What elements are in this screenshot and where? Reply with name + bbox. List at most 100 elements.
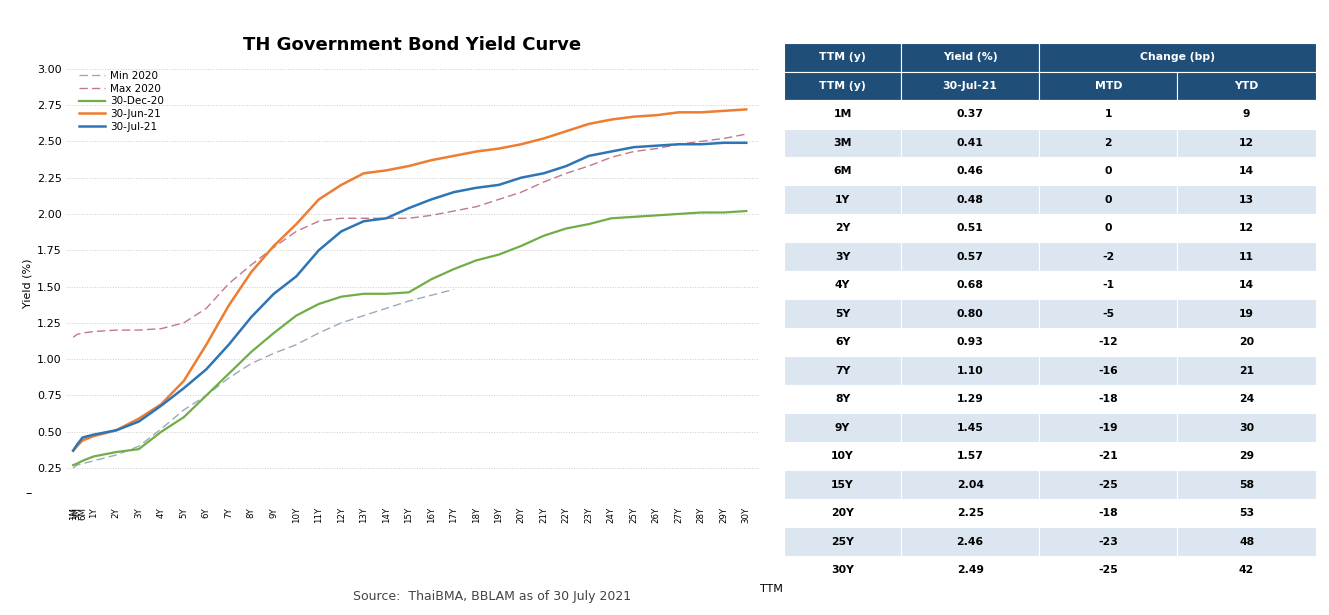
Bar [1039,356,1177,385]
Bar [1039,556,1177,584]
Text: 20: 20 [1239,337,1255,347]
Bar [1039,385,1177,413]
Text: 1.10: 1.10 [957,366,983,376]
Bar [901,470,1039,499]
Bar [1039,271,1177,300]
Text: 30-Jul-21: 30-Jul-21 [942,81,998,91]
Bar [784,186,901,214]
Bar [901,413,1039,442]
Bar [784,470,901,499]
Text: 1M: 1M [833,109,852,119]
Bar [1177,271,1316,300]
Bar [784,328,901,356]
Bar [1039,129,1177,157]
Bar [901,214,1039,242]
Bar [784,43,901,71]
Bar [1039,214,1177,242]
Bar [784,499,901,527]
Text: -25: -25 [1099,565,1118,575]
Text: 11: 11 [1239,252,1255,261]
Text: 0.48: 0.48 [957,195,983,205]
Text: 0.37: 0.37 [957,109,983,119]
Text: 0.80: 0.80 [957,309,983,319]
Bar [1177,442,1316,470]
Bar [1039,527,1177,556]
Text: 12: 12 [1239,223,1255,233]
Text: 1: 1 [1104,109,1112,119]
Bar [901,100,1039,129]
Bar [901,356,1039,385]
Bar [901,129,1039,157]
Text: 30Y: 30Y [831,565,855,575]
Text: 7Y: 7Y [835,366,851,376]
Text: TTM (y): TTM (y) [819,81,867,91]
Bar [1177,499,1316,527]
Text: -19: -19 [1099,423,1118,432]
Text: 0: 0 [1104,195,1112,205]
Text: 1Y: 1Y [835,195,851,205]
Bar [901,300,1039,328]
Bar [1177,328,1316,356]
Text: MTD: MTD [1095,81,1122,91]
Text: 0: 0 [1104,223,1112,233]
Text: 10Y: 10Y [831,451,855,461]
Text: 13: 13 [1239,195,1255,205]
Text: 25Y: 25Y [831,536,855,547]
Text: 3M: 3M [833,138,852,148]
Bar [1039,71,1177,100]
Bar [784,442,901,470]
Text: -18: -18 [1099,394,1118,404]
Bar [1177,556,1316,584]
Bar [901,556,1039,584]
Bar [784,71,901,100]
Text: 2.46: 2.46 [957,536,983,547]
Text: -2: -2 [1102,252,1115,261]
Bar [1177,413,1316,442]
Text: 2.25: 2.25 [957,508,983,518]
Text: Source:  ThaiBMA, BBLAM as of 30 July 2021: Source: ThaiBMA, BBLAM as of 30 July 202… [352,590,631,603]
Bar [901,527,1039,556]
Bar [1039,470,1177,499]
Text: 2Y: 2Y [835,223,851,233]
Bar [1177,214,1316,242]
Text: 3Y: 3Y [835,252,851,261]
Bar [1039,499,1177,527]
Text: 48: 48 [1239,536,1255,547]
Bar [1177,356,1316,385]
Text: 1.45: 1.45 [957,423,983,432]
Bar [1177,129,1316,157]
Text: TTM: TTM [760,584,783,594]
Bar [901,385,1039,413]
Bar [1039,242,1177,271]
Text: -25: -25 [1099,480,1118,490]
Text: -1: -1 [1102,280,1115,290]
Bar [1177,242,1316,271]
Bar [901,271,1039,300]
Text: 5Y: 5Y [835,309,851,319]
Text: 4Y: 4Y [835,280,851,290]
Text: 6Y: 6Y [835,337,851,347]
Bar [901,442,1039,470]
Text: 8Y: 8Y [835,394,851,404]
Text: 53: 53 [1239,508,1255,518]
Text: 0.46: 0.46 [957,166,983,177]
Bar [1039,300,1177,328]
Text: -16: -16 [1099,366,1118,376]
Bar [901,71,1039,100]
Bar [1177,186,1316,214]
Bar [784,214,901,242]
Y-axis label: Yield (%): Yield (%) [23,258,32,308]
Text: 21: 21 [1239,366,1255,376]
Bar [1177,71,1316,100]
Bar [784,356,901,385]
Text: –: – [25,486,32,500]
Bar [901,328,1039,356]
Bar [901,242,1039,271]
Text: 2.04: 2.04 [957,480,983,490]
Text: 2: 2 [1104,138,1112,148]
Text: 58: 58 [1239,480,1255,490]
Text: 24: 24 [1239,394,1255,404]
Text: 15Y: 15Y [831,480,855,490]
Bar [784,129,901,157]
Text: 0: 0 [1104,166,1112,177]
